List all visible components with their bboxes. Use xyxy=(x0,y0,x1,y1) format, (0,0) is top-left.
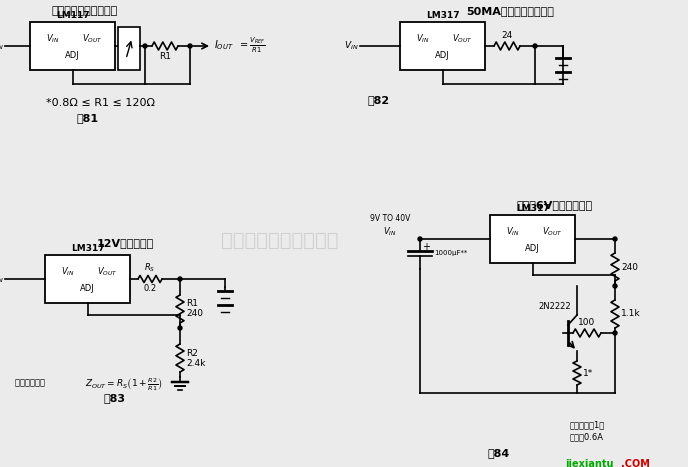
Text: $V_{OUT}$: $V_{OUT}$ xyxy=(82,33,103,45)
Text: 1000μF**: 1000μF** xyxy=(434,250,467,256)
Text: 电池电压上限: 电池电压上限 xyxy=(15,378,47,387)
Text: $V_{IN}$: $V_{IN}$ xyxy=(345,40,359,52)
Text: 12V电池充电器: 12V电池充电器 xyxy=(96,238,153,248)
Text: 图83: 图83 xyxy=(104,393,126,403)
Text: $V_{OUT}$: $V_{OUT}$ xyxy=(97,266,118,278)
Text: $= \frac{V_{REF}}{R1}$: $= \frac{V_{REF}}{R1}$ xyxy=(238,35,266,55)
Text: *0.8Ω ≤ R1 ≤ 120Ω: *0.8Ω ≤ R1 ≤ 120Ω xyxy=(45,98,155,108)
Text: 50MA电池恒流充电电路: 50MA电池恒流充电电路 xyxy=(466,6,554,16)
Text: 小电流6V电池充电电路: 小电流6V电池充电电路 xyxy=(517,200,593,210)
Text: 240: 240 xyxy=(186,310,203,318)
Text: 1.1k: 1.1k xyxy=(621,310,641,318)
Text: 1*: 1* xyxy=(583,368,593,377)
Text: 2.4k: 2.4k xyxy=(186,359,206,368)
Text: LM317: LM317 xyxy=(516,204,549,213)
Text: $V_{IN}$: $V_{IN}$ xyxy=(383,225,397,238)
Text: jiexiantu: jiexiantu xyxy=(565,459,614,467)
Text: 杭州将睿科技有限公司: 杭州将睿科技有限公司 xyxy=(222,231,338,249)
Text: 取样电阻为1欧: 取样电阻为1欧 xyxy=(570,420,605,429)
Text: $I_{OUT}$: $I_{OUT}$ xyxy=(214,38,234,52)
Text: LM317: LM317 xyxy=(426,11,460,20)
Text: R2: R2 xyxy=(186,348,198,358)
Text: 100: 100 xyxy=(579,318,596,327)
Text: $V_{OUT}$: $V_{OUT}$ xyxy=(541,226,562,238)
Text: $R_S$: $R_S$ xyxy=(144,262,155,274)
Text: R1: R1 xyxy=(186,299,198,309)
Text: $V_{IN}$: $V_{IN}$ xyxy=(506,226,520,238)
Text: $V_{IN}$: $V_{IN}$ xyxy=(61,266,75,278)
Text: LM317: LM317 xyxy=(71,244,105,253)
Circle shape xyxy=(418,237,422,241)
Text: ADJ: ADJ xyxy=(435,51,450,60)
Text: $V_{IN}$: $V_{IN}$ xyxy=(416,33,430,45)
Circle shape xyxy=(613,331,617,335)
Text: 图81: 图81 xyxy=(77,113,99,123)
Text: 0.2: 0.2 xyxy=(143,284,157,293)
Text: $V_{OUT}$: $V_{OUT}$ xyxy=(452,33,473,45)
Text: $Z_{OUT} = R_S\left(1+\frac{R2}{R1}\right)$: $Z_{OUT} = R_S\left(1+\frac{R2}{R1}\righ… xyxy=(85,376,162,393)
Circle shape xyxy=(613,237,617,241)
Text: 图82: 图82 xyxy=(368,95,390,105)
Text: +: + xyxy=(422,242,430,252)
Bar xyxy=(45,255,130,303)
Circle shape xyxy=(143,44,147,48)
Bar xyxy=(490,215,575,263)
Text: ADJ: ADJ xyxy=(80,284,95,293)
Text: 小电流恒流电路及应用: 小电流恒流电路及应用 xyxy=(52,6,118,16)
Text: $V_{IN}$: $V_{IN}$ xyxy=(0,40,4,52)
Circle shape xyxy=(188,44,192,48)
Text: ADJ: ADJ xyxy=(525,244,540,253)
Text: LM117: LM117 xyxy=(56,11,89,20)
Circle shape xyxy=(613,284,617,288)
Bar xyxy=(30,22,115,70)
Circle shape xyxy=(178,277,182,281)
Text: ADJ: ADJ xyxy=(65,51,80,60)
Circle shape xyxy=(533,44,537,48)
Text: 图84: 图84 xyxy=(488,448,510,458)
Bar xyxy=(400,22,485,70)
Text: $V_{IN}$: $V_{IN}$ xyxy=(46,33,60,45)
Text: R1: R1 xyxy=(159,52,171,61)
Text: 240: 240 xyxy=(621,262,638,271)
Bar xyxy=(118,27,140,70)
Text: .COM: .COM xyxy=(621,459,650,467)
Text: $V_{IN}$: $V_{IN}$ xyxy=(0,273,4,285)
Text: 24: 24 xyxy=(502,31,513,40)
Text: 电流约0.6A: 电流约0.6A xyxy=(570,432,604,441)
Text: 2N2222: 2N2222 xyxy=(539,302,571,311)
Circle shape xyxy=(178,326,182,330)
Text: 9V TO 40V: 9V TO 40V xyxy=(370,214,410,223)
